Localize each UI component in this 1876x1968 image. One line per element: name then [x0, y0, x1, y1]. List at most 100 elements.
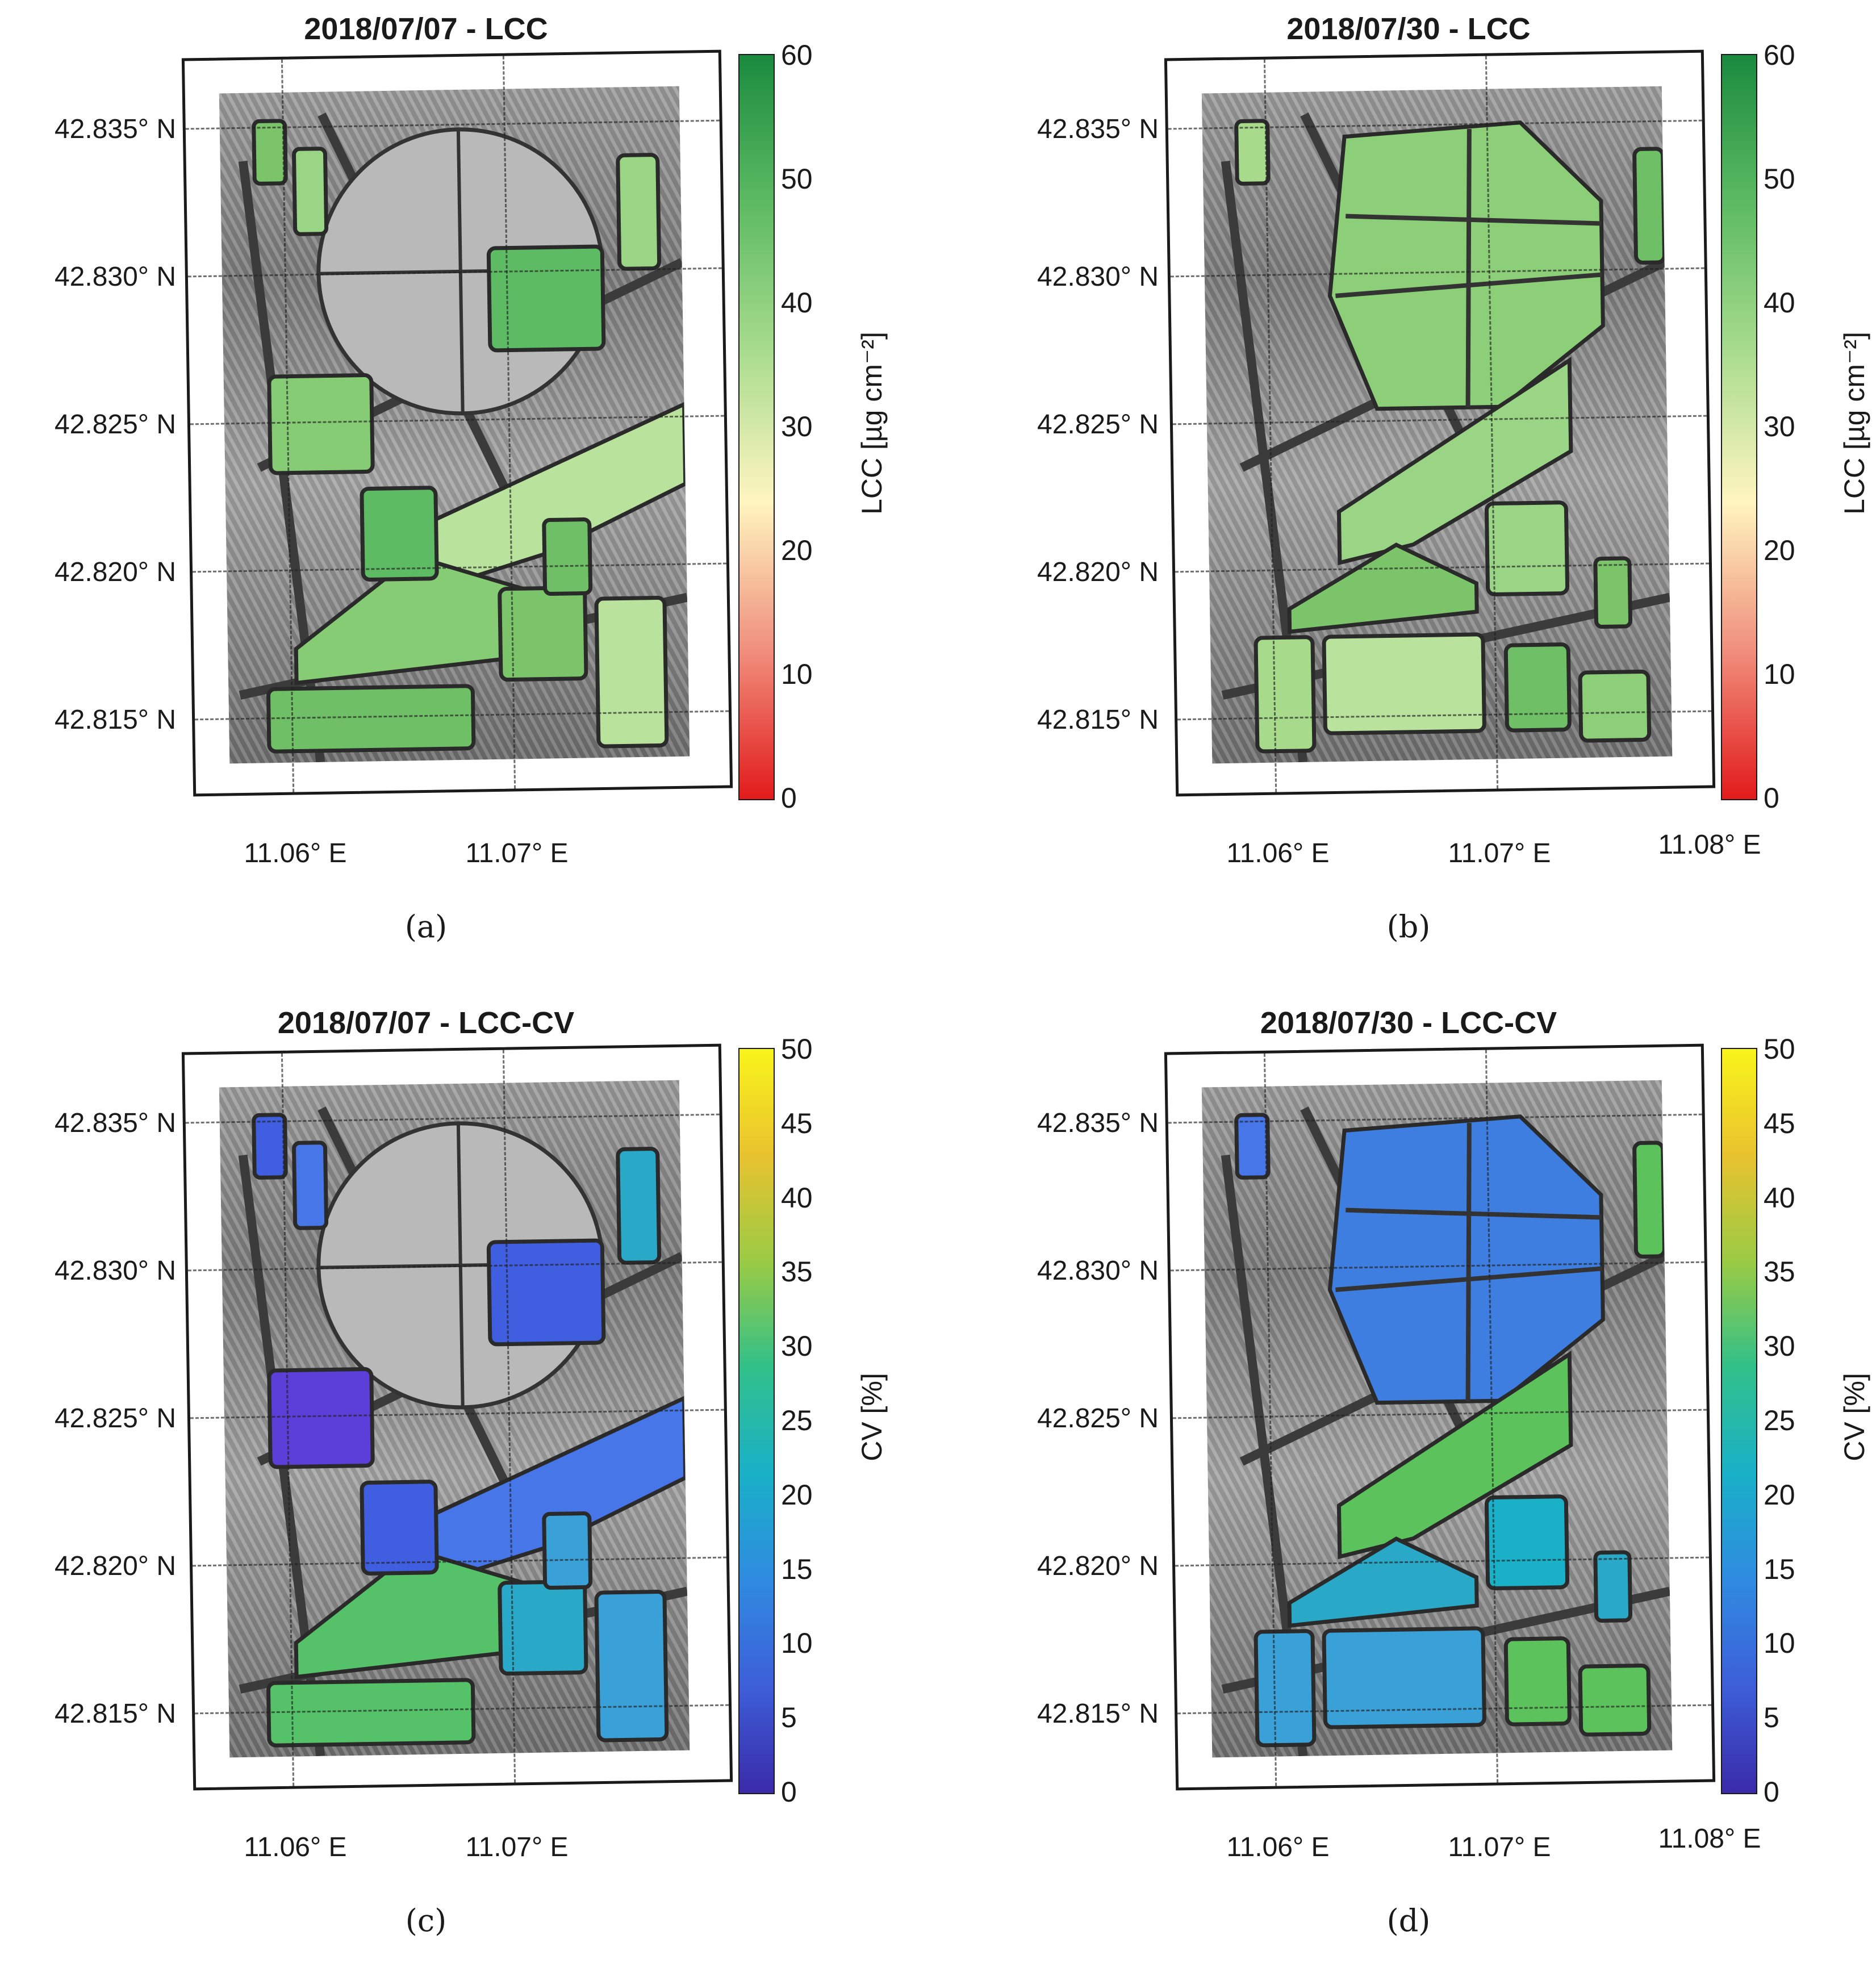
satellite-imagery: [1201, 1080, 1673, 1758]
lon-label: 11.07° E: [465, 1832, 569, 1862]
colorbar-tick: 20: [781, 534, 813, 566]
lat-label: 42.820° N: [54, 557, 176, 587]
panel-title: 2018/07/07 - LCC: [304, 12, 548, 46]
lon-label: 11.06° E: [244, 1832, 347, 1862]
lat-label: 42.830° N: [54, 1256, 176, 1286]
colorbar-tick: 50: [1764, 1033, 1795, 1065]
field-parcel: [616, 153, 662, 271]
field-parcels: [1221, 1106, 1671, 1757]
field-parcel: [252, 119, 288, 186]
field-parcel: [1593, 1550, 1633, 1623]
field-parcel: [594, 595, 669, 749]
lat-label: 42.815° N: [54, 1699, 176, 1729]
colorbar-tick: 25: [1764, 1405, 1795, 1436]
field-parcel: [1484, 500, 1570, 597]
field-parcel: [266, 684, 476, 754]
colorbar-tick: 40: [1764, 287, 1795, 319]
panel-caption: (a): [404, 909, 448, 945]
colorbar-tick: 60: [1764, 39, 1795, 71]
colorbar-tick: 10: [781, 1627, 813, 1660]
field-parcel: [542, 517, 593, 596]
field-parcel: [1578, 669, 1652, 743]
field-parcel: [486, 1238, 606, 1347]
field-parcel: [1503, 1636, 1572, 1727]
field-parcel: [542, 1511, 593, 1590]
field-parcel: [1287, 1536, 1479, 1628]
colorbar-tick: 40: [781, 287, 813, 319]
field-parcel: [498, 1580, 588, 1676]
colorbar-label: LCC [µg cm⁻²]: [856, 332, 888, 515]
panel-title: 2018/07/30 - LCC-CV: [1260, 1006, 1557, 1040]
field-parcel: [594, 1589, 669, 1743]
lon-label: 11.08° E: [1658, 1824, 1761, 1854]
field-parcel: [360, 486, 439, 582]
field-parcel: [252, 1113, 288, 1180]
lat-label: 42.835° N: [54, 114, 176, 144]
colorbar-tick: 20: [781, 1478, 813, 1511]
field-parcel: [267, 1367, 375, 1469]
colorbar-tick: 0: [1764, 782, 1779, 814]
field-parcel: [1336, 356, 1573, 566]
colorbar: [738, 1048, 775, 1794]
colorbar-tick: 0: [1764, 1776, 1779, 1808]
lat-label: 42.835° N: [1037, 114, 1159, 144]
field-parcel: [1322, 1626, 1486, 1729]
lat-label: 42.830° N: [1037, 262, 1159, 292]
satellite-imagery: [1201, 86, 1673, 764]
lat-label: 42.825° N: [1037, 410, 1159, 440]
colorbar-tick: 15: [781, 1553, 813, 1585]
lon-label: 11.06° E: [244, 838, 347, 868]
field-parcel: [1484, 1494, 1570, 1591]
colorbar-tick: 10: [781, 658, 813, 690]
field-parcel: [1336, 1350, 1573, 1560]
colorbar-tick: 30: [1764, 411, 1795, 442]
colorbar-tick: 5: [1764, 1702, 1779, 1734]
field-parcel: [1254, 1629, 1317, 1748]
field-parcel: [1287, 542, 1479, 634]
field-parcel: [1254, 635, 1317, 754]
panel-caption: (b): [1386, 909, 1431, 945]
field-parcel: [267, 373, 375, 475]
colorbar-tick: 0: [781, 1776, 797, 1808]
lon-label: 11.06° E: [1226, 838, 1330, 868]
colorbar-tick: 30: [781, 411, 813, 442]
colorbar-tick: 15: [1764, 1553, 1795, 1585]
lat-label: 42.835° N: [54, 1108, 176, 1138]
colorbar-tick: 10: [1764, 1627, 1795, 1660]
panel-caption: (d): [1386, 1903, 1431, 1938]
field-parcel: [1632, 147, 1666, 265]
colorbar-tick: 50: [781, 163, 813, 195]
colorbar: [738, 54, 775, 800]
field-parcel: [292, 1140, 329, 1230]
field-parcel: [1322, 632, 1486, 736]
field-parcel: [1234, 119, 1271, 186]
lon-label: 11.07° E: [1448, 1832, 1551, 1862]
field-parcel: [1593, 556, 1633, 629]
colorbar-tick: 20: [1764, 534, 1795, 566]
colorbar-tick: 0: [781, 782, 797, 814]
lat-label: 42.820° N: [54, 1551, 176, 1581]
lat-label: 42.825° N: [54, 410, 176, 440]
colorbar-tick: 5: [781, 1702, 797, 1734]
lon-label: 11.08° E: [1658, 830, 1761, 860]
colorbar-label: LCC [µg cm⁻²]: [1839, 332, 1870, 515]
colorbar-tick: 60: [781, 39, 813, 71]
lon-label: 11.07° E: [1448, 838, 1551, 868]
lat-label: 42.830° N: [1037, 1256, 1159, 1286]
colorbar-tick: 35: [781, 1256, 813, 1288]
map-frame: [181, 49, 733, 797]
colorbar-tick: 30: [1764, 1330, 1795, 1363]
lat-label: 42.815° N: [1037, 1699, 1159, 1729]
lat-label: 42.815° N: [1037, 705, 1159, 735]
lat-label: 42.830° N: [54, 262, 176, 292]
field-parcel: [292, 147, 329, 236]
field-parcel: [266, 1678, 476, 1748]
colorbar: [1721, 1048, 1757, 1794]
field-parcel: [1578, 1663, 1652, 1737]
colorbar-tick: 10: [1764, 658, 1795, 690]
panel-title: 2018/07/30 - LCC: [1286, 12, 1531, 46]
colorbar: [1721, 54, 1757, 800]
colorbar-tick: 50: [1764, 163, 1795, 195]
lat-label: 42.820° N: [1037, 557, 1159, 587]
field-parcels: [1221, 112, 1671, 763]
